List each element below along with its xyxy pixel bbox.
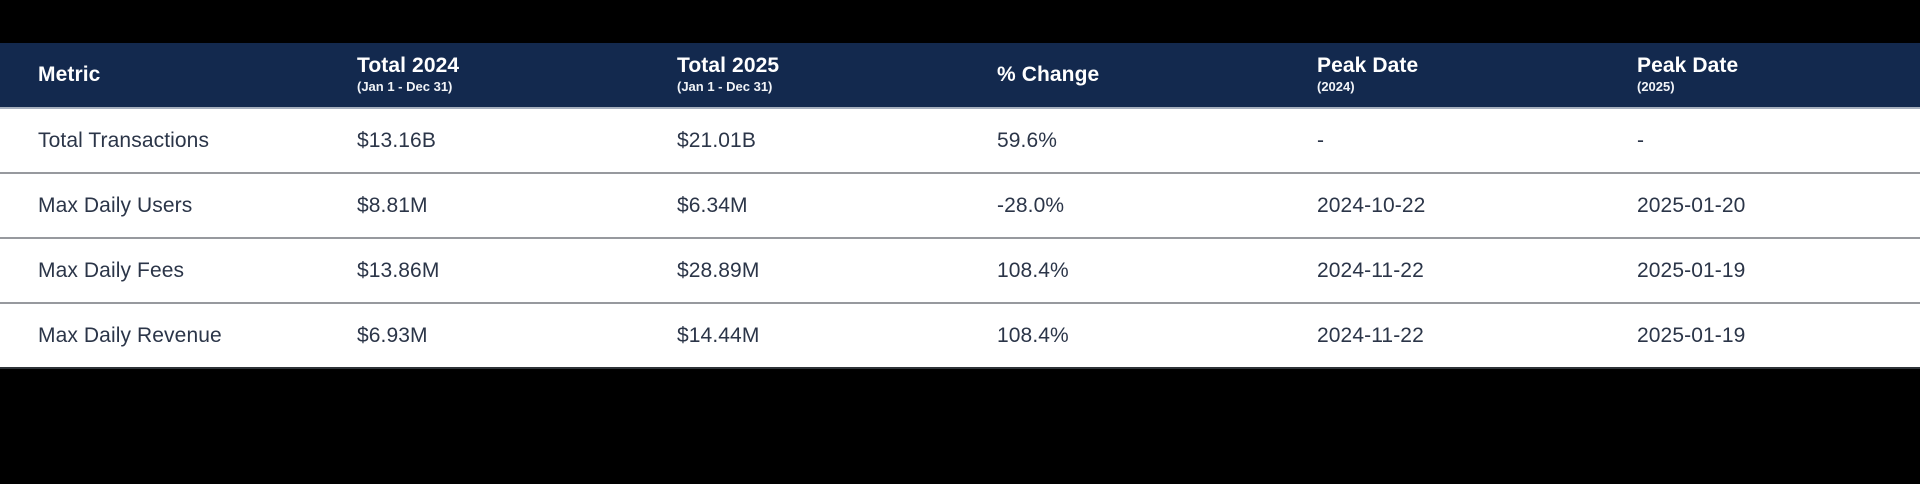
cell-pct-change: 108.4% bbox=[997, 323, 1069, 347]
table-header-row: Metric Total 2024 (Jan 1 - Dec 31) Total… bbox=[0, 43, 1920, 109]
header-peak-date-2024-sublabel: (2024) bbox=[1317, 78, 1355, 94]
cell-total-2025: $21.01B bbox=[677, 128, 756, 152]
cell-peak-date-2024: 2024-11-22 bbox=[1317, 323, 1424, 347]
cell-total-2025: $6.34M bbox=[677, 193, 748, 217]
header-metric-label: Metric bbox=[38, 62, 101, 86]
cell-total-2024: $13.86M bbox=[357, 258, 440, 282]
header-peak-date-2025-sublabel: (2025) bbox=[1637, 78, 1675, 94]
cell-pct-change: 59.6% bbox=[997, 128, 1058, 152]
cell-metric: Max Daily Users bbox=[38, 193, 193, 217]
cell-total-2025: $28.89M bbox=[677, 258, 760, 282]
header-total-2024-sublabel: (Jan 1 - Dec 31) bbox=[357, 78, 453, 94]
table-row: Max Daily Fees $13.86M $28.89M 108.4% 20… bbox=[0, 237, 1920, 302]
header-peak-date-2024-label: Peak Date bbox=[1317, 54, 1419, 78]
header-total-2024-label: Total 2024 bbox=[357, 54, 460, 78]
cell-metric: Max Daily Revenue bbox=[38, 323, 222, 347]
header-peak-date-2025-label: Peak Date bbox=[1637, 54, 1739, 78]
header-total-2025: Total 2025 (Jan 1 - Dec 31) bbox=[640, 43, 960, 107]
cell-pct-change: 108.4% bbox=[997, 258, 1069, 282]
cell-total-2024: $8.81M bbox=[357, 193, 428, 217]
header-total-2025-label: Total 2025 bbox=[677, 54, 780, 78]
table-row: Total Transactions $13.16B $21.01B 59.6%… bbox=[0, 109, 1920, 172]
table-row: Max Daily Users $8.81M $6.34M -28.0% 202… bbox=[0, 172, 1920, 237]
header-pct-change-label: % Change bbox=[997, 62, 1100, 86]
cell-pct-change: -28.0% bbox=[997, 193, 1065, 217]
header-metric: Metric bbox=[0, 43, 320, 107]
cell-total-2024: $13.16B bbox=[357, 128, 436, 152]
header-peak-date-2024: Peak Date (2024) bbox=[1280, 43, 1600, 107]
cell-peak-date-2025: 2025-01-20 bbox=[1637, 193, 1746, 217]
cell-peak-date-2024: - bbox=[1317, 128, 1325, 152]
cell-metric: Total Transactions bbox=[38, 128, 210, 152]
header-peak-date-2025: Peak Date (2025) bbox=[1600, 43, 1920, 107]
cell-total-2025: $14.44M bbox=[677, 323, 760, 347]
cell-peak-date-2025: 2025-01-19 bbox=[1637, 258, 1746, 282]
header-pct-change: % Change bbox=[960, 43, 1280, 107]
cell-peak-date-2025: - bbox=[1637, 128, 1645, 152]
cell-peak-date-2025: 2025-01-19 bbox=[1637, 323, 1746, 347]
cell-metric: Max Daily Fees bbox=[38, 258, 185, 282]
metrics-table: Metric Total 2024 (Jan 1 - Dec 31) Total… bbox=[0, 43, 1920, 369]
table-row: Max Daily Revenue $6.93M $14.44M 108.4% … bbox=[0, 302, 1920, 367]
cell-peak-date-2024: 2024-10-22 bbox=[1317, 193, 1426, 217]
cell-peak-date-2024: 2024-11-22 bbox=[1317, 258, 1424, 282]
header-total-2025-sublabel: (Jan 1 - Dec 31) bbox=[677, 78, 773, 94]
cell-total-2024: $6.93M bbox=[357, 323, 428, 347]
header-total-2024: Total 2024 (Jan 1 - Dec 31) bbox=[320, 43, 640, 107]
